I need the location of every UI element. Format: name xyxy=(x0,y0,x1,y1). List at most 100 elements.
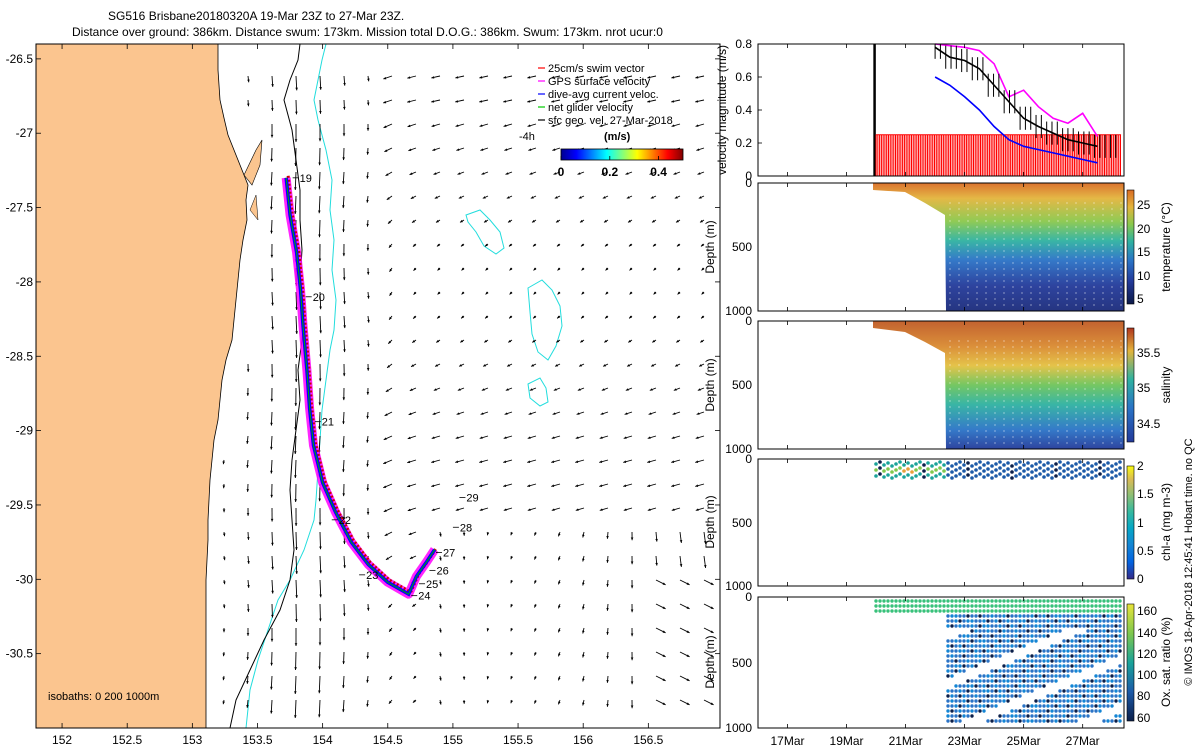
sample-dot xyxy=(994,262,996,264)
credit-text: © IMOS 18-Apr-2018 12:45:41 Hobart time.… xyxy=(1183,438,1195,685)
sample-dot xyxy=(994,244,996,246)
sample-dot xyxy=(1057,364,1059,366)
oxygen-sample xyxy=(1018,714,1022,718)
oxygen-sample xyxy=(1090,644,1094,648)
sample-dot xyxy=(1102,244,1104,246)
oxygen-sample xyxy=(1078,614,1082,618)
arrow-head xyxy=(366,439,369,443)
oxygen-sample xyxy=(1030,669,1034,673)
arrow-head xyxy=(581,291,585,295)
arrow-head xyxy=(222,701,225,705)
oxygen-sample xyxy=(1106,699,1110,703)
chl-sample xyxy=(1078,460,1082,464)
sample-dot xyxy=(1084,418,1086,420)
arrow-head xyxy=(695,124,699,127)
day-label: 29 xyxy=(466,493,478,505)
oxygen-sample xyxy=(1050,664,1054,668)
oxygen-sample xyxy=(1022,689,1026,693)
sample-dot xyxy=(1084,220,1086,222)
sample-dot xyxy=(958,406,960,408)
map-frame xyxy=(35,43,721,729)
oxygen-sample xyxy=(1010,599,1014,603)
sample-dot xyxy=(1084,382,1086,384)
arrow-head xyxy=(551,484,555,487)
oxygen-sample xyxy=(1006,614,1010,618)
oxygen-sample xyxy=(1110,604,1114,608)
oxygen-sample xyxy=(954,714,958,718)
arrow-head xyxy=(479,436,483,439)
oxygen-sample xyxy=(1034,614,1038,618)
oxygen-sample xyxy=(966,614,970,618)
oxygen-sample xyxy=(994,634,998,638)
arrow-head xyxy=(529,172,533,175)
arrow-head xyxy=(436,219,439,223)
oxygen-sample xyxy=(1042,614,1046,618)
oxygen-sample xyxy=(1010,639,1014,643)
oxygen-sample xyxy=(1038,714,1042,718)
oxygen-colorbar xyxy=(1126,603,1135,722)
sample-dot xyxy=(1003,352,1005,354)
sample-dot xyxy=(967,406,969,408)
oxygen-sample xyxy=(1042,659,1046,663)
chl-sample xyxy=(882,475,886,479)
oxygen-sample xyxy=(1058,619,1062,623)
oxygen-sample xyxy=(982,604,986,608)
oxygen-sample xyxy=(1114,639,1118,643)
oxygen-sample xyxy=(994,624,998,628)
arrow-head xyxy=(343,589,346,593)
sample-dot xyxy=(976,358,978,360)
arrow-head xyxy=(652,243,656,247)
y-tick-label: 0.6 xyxy=(735,70,752,84)
oxygen-sample xyxy=(1018,629,1022,633)
arrow-head xyxy=(455,436,459,439)
arrow-head xyxy=(439,629,442,633)
arrow-head xyxy=(462,556,466,560)
sample-dot xyxy=(1084,262,1086,264)
arrow-head xyxy=(534,628,537,632)
oxygen-sample xyxy=(878,604,882,608)
oxygen-sample xyxy=(1046,714,1050,718)
oxygen-sample xyxy=(1086,639,1090,643)
oxygen-sample xyxy=(1106,629,1110,633)
arrow-head xyxy=(700,243,704,247)
oxygen-sample xyxy=(1042,664,1046,668)
sample-dot xyxy=(958,238,960,240)
oxygen-sample xyxy=(1042,624,1046,628)
oxygen-sample xyxy=(1090,659,1094,663)
oxygen-sample xyxy=(1030,664,1034,668)
chl-sample xyxy=(1014,474,1018,478)
sample-dot xyxy=(1084,268,1086,270)
oxygen-sample xyxy=(1046,619,1050,623)
sample-dot xyxy=(1048,304,1050,306)
oxygen-sample xyxy=(1098,634,1102,638)
arrow-head xyxy=(460,243,464,247)
oxygen-sample xyxy=(994,719,998,723)
oxygen-sample xyxy=(1082,599,1086,603)
oxygen-sample xyxy=(1106,704,1110,708)
sample-dot xyxy=(1012,208,1014,210)
sample-dot xyxy=(1111,220,1113,222)
sample-dot xyxy=(1012,286,1014,288)
oxygen-sample xyxy=(1086,624,1090,628)
sample-dot xyxy=(967,280,969,282)
oxygen-sample xyxy=(982,674,986,678)
time-series-panels: 00.20.40.60.8 velocity magnitude (m/s) 0… xyxy=(703,37,1173,748)
sample-dot xyxy=(985,304,987,306)
arrow-head xyxy=(528,412,532,415)
chl-sample xyxy=(1090,464,1094,468)
arrow-head xyxy=(388,220,391,224)
sample-dot xyxy=(1075,442,1077,444)
y-tick-label: 500 xyxy=(732,240,752,254)
sample-dot xyxy=(985,208,987,210)
arrow-head xyxy=(384,413,388,416)
arrow-head xyxy=(437,291,441,295)
arrow-head xyxy=(367,535,370,539)
oxygen-sample xyxy=(954,624,958,628)
arrow-head xyxy=(412,340,416,343)
oxygen-sample xyxy=(1002,714,1006,718)
arrow-head xyxy=(699,364,703,367)
sample-dot xyxy=(1012,424,1014,426)
sample-dot xyxy=(1102,436,1104,438)
chl-sample xyxy=(1042,463,1046,467)
sample-dot xyxy=(1120,250,1122,252)
